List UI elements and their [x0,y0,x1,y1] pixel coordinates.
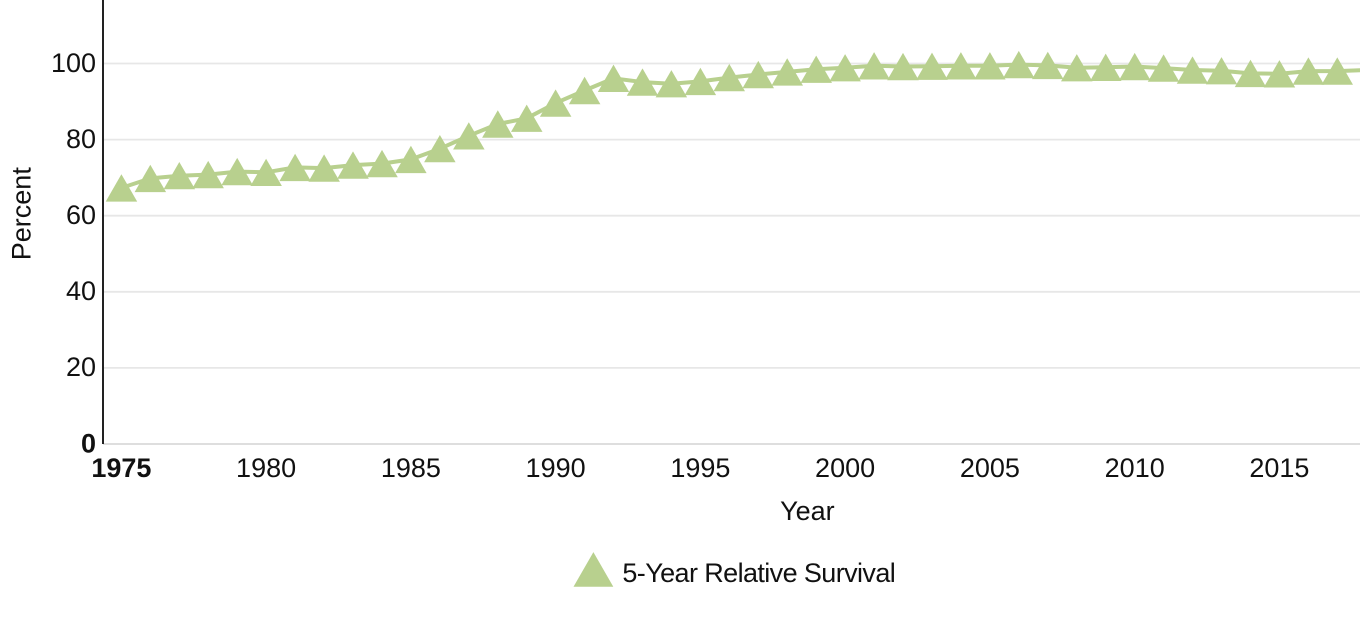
svg-text:1990: 1990 [526,453,586,483]
svg-text:2005: 2005 [960,453,1020,483]
svg-text:0: 0 [81,428,96,458]
svg-text:20: 20 [66,352,96,382]
svg-text:2000: 2000 [815,453,875,483]
svg-text:40: 40 [66,276,96,306]
svg-text:Percent: Percent [7,167,37,261]
svg-text:1975: 1975 [91,453,151,483]
svg-text:1995: 1995 [670,453,730,483]
svg-text:100: 100 [51,48,96,78]
svg-text:2015: 2015 [1249,453,1309,483]
svg-text:1985: 1985 [381,453,441,483]
svg-text:80: 80 [66,124,96,154]
svg-text:Year: Year [780,496,835,526]
svg-text:60: 60 [66,200,96,230]
svg-text:1980: 1980 [236,453,296,483]
svg-text:5-Year Relative Survival: 5-Year Relative Survival [622,558,895,588]
svg-text:2010: 2010 [1105,453,1165,483]
